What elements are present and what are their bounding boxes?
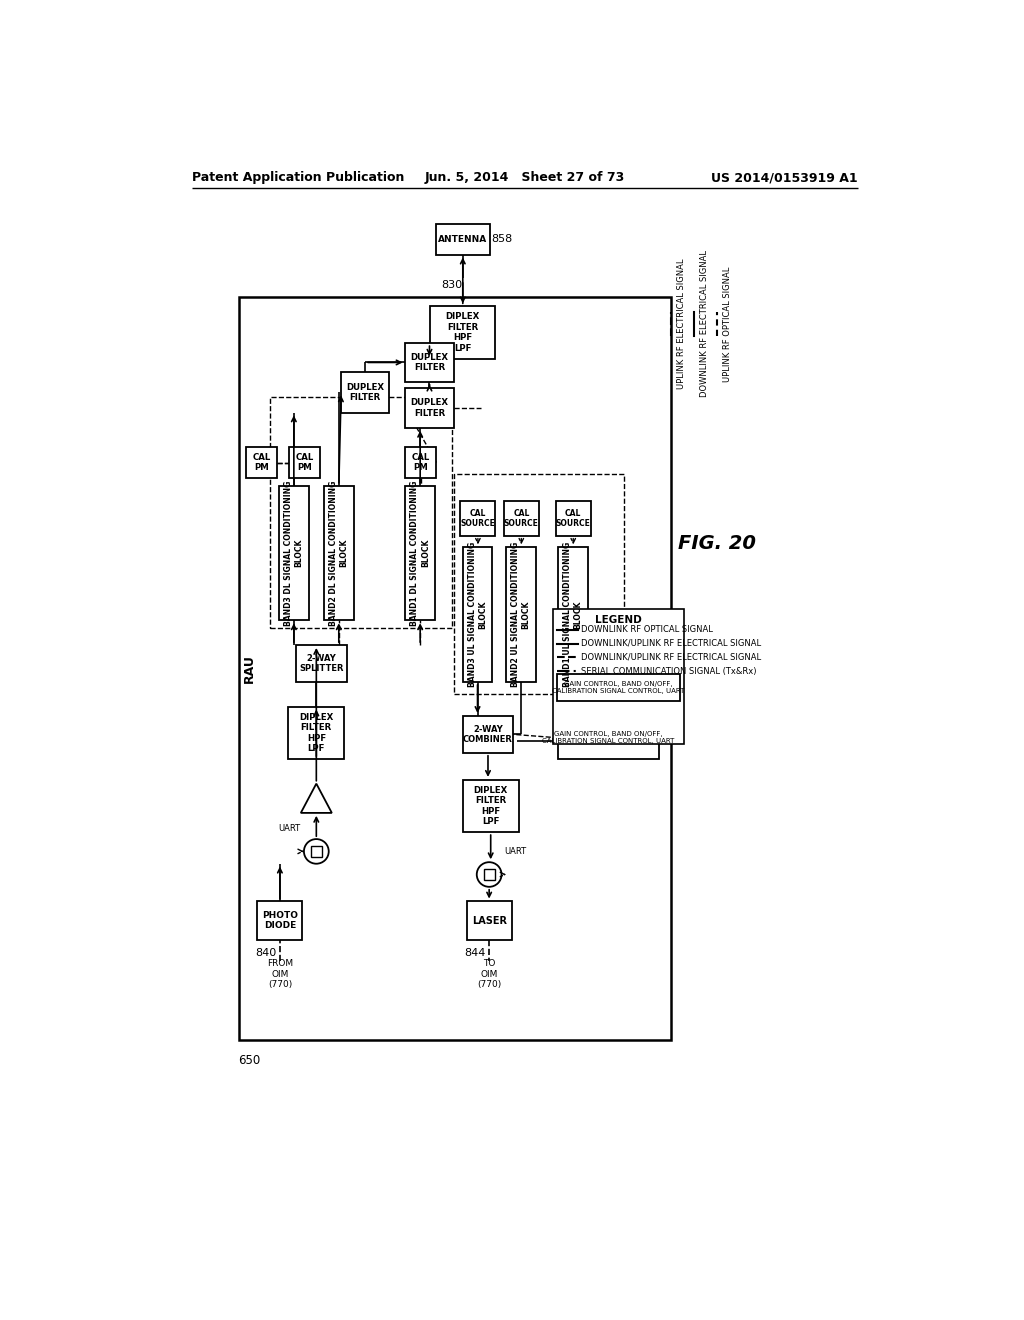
FancyBboxPatch shape: [461, 502, 496, 536]
Text: CAL
PM: CAL PM: [296, 453, 313, 473]
Text: DOWNLINK RF OPTICAL SIGNAL: DOWNLINK RF OPTICAL SIGNAL: [581, 626, 713, 634]
FancyBboxPatch shape: [467, 902, 512, 940]
Text: ANTENNA: ANTENNA: [438, 235, 487, 244]
Text: TO
OIM
(770): TO OIM (770): [477, 960, 502, 989]
FancyBboxPatch shape: [435, 224, 489, 255]
FancyBboxPatch shape: [311, 846, 322, 857]
FancyBboxPatch shape: [246, 447, 276, 478]
Text: 840: 840: [255, 948, 276, 957]
Text: Patent Application Publication: Patent Application Publication: [191, 172, 403, 185]
Text: 2-WAY
SPLITTER: 2-WAY SPLITTER: [299, 653, 344, 673]
FancyBboxPatch shape: [463, 548, 493, 682]
Circle shape: [304, 840, 329, 863]
FancyBboxPatch shape: [556, 502, 591, 536]
FancyBboxPatch shape: [406, 447, 436, 478]
Text: CAL
PM: CAL PM: [412, 453, 430, 473]
Text: BAND2 UL SIGNAL CONDITIONING
BLOCK: BAND2 UL SIGNAL CONDITIONING BLOCK: [511, 543, 530, 688]
Text: BAND1 DL SIGNAL CONDITIONING
BLOCK: BAND1 DL SIGNAL CONDITIONING BLOCK: [411, 480, 430, 626]
Text: CAL
SOURCE: CAL SOURCE: [556, 508, 591, 528]
Text: PHOTO
DIODE: PHOTO DIODE: [262, 911, 298, 931]
Polygon shape: [301, 784, 332, 813]
FancyBboxPatch shape: [257, 902, 302, 940]
Text: DOWNLINK/UPLINK RF ELECTRICAL SIGNAL: DOWNLINK/UPLINK RF ELECTRICAL SIGNAL: [581, 653, 761, 661]
FancyBboxPatch shape: [504, 502, 539, 536]
FancyBboxPatch shape: [289, 447, 321, 478]
Text: FROM
OIM
(770): FROM OIM (770): [267, 960, 293, 989]
Text: FIG. 20: FIG. 20: [678, 533, 756, 553]
Text: GAIN CONTROL, BAND ON/OFF,
CALIBRATION SIGNAL CONTROL, UART: GAIN CONTROL, BAND ON/OFF, CALIBRATION S…: [552, 681, 685, 694]
FancyBboxPatch shape: [558, 548, 588, 682]
Text: 858: 858: [492, 234, 513, 244]
Text: UPLINK RF ELECTRICAL SIGNAL: UPLINK RF ELECTRICAL SIGNAL: [677, 259, 686, 389]
Text: 650: 650: [238, 1053, 260, 1067]
FancyBboxPatch shape: [280, 486, 308, 620]
FancyBboxPatch shape: [557, 675, 680, 701]
Text: 830: 830: [441, 280, 462, 290]
Text: BAND3 DL SIGNAL CONDITIONING
BLOCK: BAND3 DL SIGNAL CONDITIONING BLOCK: [284, 480, 303, 626]
FancyBboxPatch shape: [296, 645, 346, 682]
Text: CAL
SOURCE: CAL SOURCE: [504, 508, 539, 528]
Text: 844: 844: [464, 948, 485, 957]
Text: LEGEND: LEGEND: [595, 615, 642, 624]
Text: GAIN CONTROL, BAND ON/OFF,
CALIBRATION SIGNAL CONTROL, UART: GAIN CONTROL, BAND ON/OFF, CALIBRATION S…: [543, 731, 675, 744]
Text: BAND1 UL SIGNAL CONDITIONING
BLOCK: BAND1 UL SIGNAL CONDITIONING BLOCK: [563, 543, 583, 688]
FancyBboxPatch shape: [506, 548, 536, 682]
FancyBboxPatch shape: [406, 388, 454, 428]
Text: UART: UART: [505, 847, 526, 855]
FancyBboxPatch shape: [463, 780, 518, 832]
FancyBboxPatch shape: [553, 609, 684, 743]
FancyBboxPatch shape: [558, 717, 658, 759]
Text: DUPLEX
FILTER: DUPLEX FILTER: [411, 399, 449, 417]
Text: CAL
SOURCE: CAL SOURCE: [461, 508, 496, 528]
Text: RAU: RAU: [243, 655, 256, 682]
Text: LASER: LASER: [472, 916, 507, 925]
FancyBboxPatch shape: [463, 715, 513, 752]
Text: BAND2 DL SIGNAL CONDITIONING
BLOCK: BAND2 DL SIGNAL CONDITIONING BLOCK: [329, 480, 348, 626]
Text: CAL
PM: CAL PM: [252, 453, 270, 473]
Text: US 2014/0153919 A1: US 2014/0153919 A1: [712, 172, 858, 185]
Text: DOWNLINK RF ELECTRICAL SIGNAL: DOWNLINK RF ELECTRICAL SIGNAL: [700, 251, 709, 397]
Text: DIPLEX
FILTER
HPF
LPF: DIPLEX FILTER HPF LPF: [445, 313, 480, 352]
Text: BAND3 UL SIGNAL CONDITIONING
BLOCK: BAND3 UL SIGNAL CONDITIONING BLOCK: [468, 543, 487, 688]
FancyBboxPatch shape: [341, 372, 389, 412]
Text: DIPLEX
FILTER
HPF
LPF: DIPLEX FILTER HPF LPF: [299, 713, 334, 752]
FancyBboxPatch shape: [430, 306, 496, 359]
Text: DUPLEX
FILTER: DUPLEX FILTER: [411, 352, 449, 372]
Text: UART: UART: [279, 824, 301, 833]
FancyBboxPatch shape: [406, 343, 454, 381]
Text: DOWNLINK/UPLINK RF ELECTRICAL SIGNAL: DOWNLINK/UPLINK RF ELECTRICAL SIGNAL: [581, 639, 761, 648]
Text: DUPLEX
FILTER: DUPLEX FILTER: [346, 383, 384, 403]
Circle shape: [477, 862, 502, 887]
FancyBboxPatch shape: [239, 297, 672, 1040]
FancyBboxPatch shape: [324, 486, 353, 620]
Text: DIPLEX
FILTER
HPF
LPF: DIPLEX FILTER HPF LPF: [473, 785, 508, 826]
FancyBboxPatch shape: [483, 869, 495, 880]
Text: Jun. 5, 2014   Sheet 27 of 73: Jun. 5, 2014 Sheet 27 of 73: [425, 172, 625, 185]
Text: 2-WAY
COMBINER: 2-WAY COMBINER: [463, 725, 513, 744]
FancyBboxPatch shape: [289, 706, 344, 759]
Text: SERIAL COMMUNICATION SIGNAL (Tx&Rx): SERIAL COMMUNICATION SIGNAL (Tx&Rx): [581, 667, 756, 676]
FancyBboxPatch shape: [406, 486, 435, 620]
Text: UPLINK RF OPTICAL SIGNAL: UPLINK RF OPTICAL SIGNAL: [723, 267, 732, 381]
